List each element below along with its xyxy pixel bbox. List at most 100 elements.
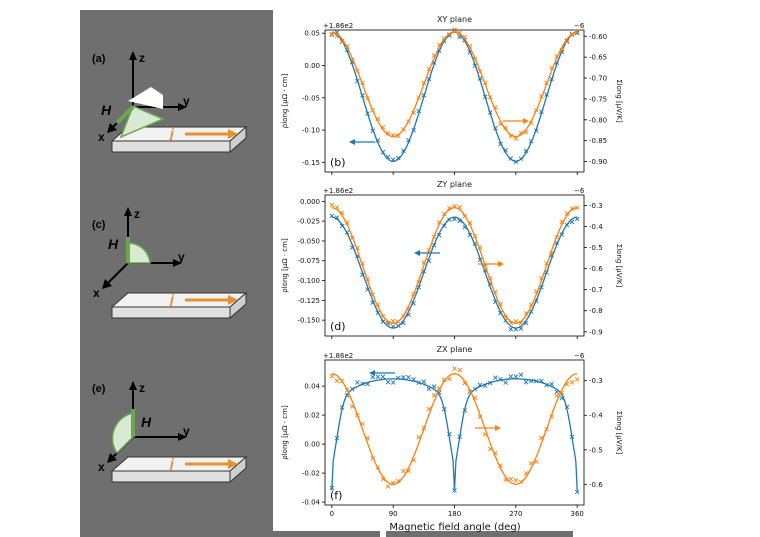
data-point-orange — [436, 220, 442, 225]
data-point-orange — [498, 463, 503, 469]
data-point-orange — [411, 110, 416, 115]
data-point-blue — [569, 219, 575, 225]
fit-line-orange — [331, 373, 578, 485]
data-point-orange — [441, 36, 447, 41]
schematic-label: (a) — [92, 53, 106, 65]
data-point-blue — [406, 374, 411, 380]
data-point-blue — [411, 377, 416, 382]
data-point-orange — [482, 263, 488, 269]
y-tick-label-left: 0.00 — [304, 62, 320, 70]
x-tick-label: 0 — [330, 510, 334, 518]
data-point-orange — [498, 121, 503, 127]
data-point-blue — [528, 378, 534, 384]
data-point-orange — [503, 125, 508, 131]
data-point-orange — [360, 421, 365, 427]
data-point-orange — [349, 404, 355, 409]
data-point-orange — [334, 205, 340, 210]
z-axis-label: z — [134, 207, 140, 221]
data-point-orange — [406, 119, 411, 124]
data-point-blue — [503, 318, 508, 323]
data-point-orange — [334, 378, 340, 384]
data-point-orange — [355, 68, 360, 74]
data-point-blue — [360, 381, 365, 386]
data-point-blue — [472, 241, 478, 246]
z-axis-label: z — [139, 381, 145, 395]
data-point-orange — [370, 107, 376, 113]
data-point-blue — [431, 384, 437, 389]
y-tick-label-right: -0.4 — [589, 223, 603, 231]
data-point-orange — [339, 210, 345, 216]
data-point-orange — [523, 310, 529, 316]
data-point-orange — [365, 436, 370, 441]
data-point-orange — [574, 205, 580, 211]
y-axis-head — [178, 103, 187, 111]
y-tick-label-right: -0.3 — [589, 377, 603, 385]
data-point-orange — [533, 289, 539, 294]
data-point-blue — [370, 128, 376, 134]
data-point-orange — [385, 320, 391, 325]
data-point-orange — [447, 31, 452, 37]
data-point-orange — [574, 29, 580, 34]
data-point-blue — [355, 380, 360, 385]
data-point-blue — [452, 488, 457, 493]
data-point-orange — [452, 27, 457, 33]
data-point-blue — [334, 435, 340, 441]
data-point-blue — [482, 383, 488, 389]
y-tick-label-right: -0.6 — [589, 265, 603, 273]
data-point-orange — [482, 80, 488, 85]
z-axis-head — [129, 51, 137, 60]
panel-label: (d) — [330, 320, 346, 333]
right-offset: −6 — [574, 22, 585, 30]
data-point-orange — [401, 127, 406, 132]
data-point-blue — [329, 32, 335, 38]
x-tick-label: 270 — [509, 510, 522, 518]
data-point-blue — [395, 323, 401, 329]
data-point-orange — [385, 484, 391, 489]
data-point-blue — [539, 378, 544, 384]
data-point-orange — [431, 53, 437, 58]
data-point-orange — [380, 314, 386, 319]
data-point-orange — [431, 392, 437, 398]
data-point-orange — [533, 107, 539, 113]
data-point-orange — [477, 69, 483, 74]
data-point-blue — [390, 324, 396, 329]
data-point-blue — [421, 379, 427, 385]
data-point-orange — [390, 132, 396, 138]
data-point-orange — [329, 31, 335, 37]
y-tick-label-right: -0.8 — [589, 307, 603, 315]
data-point-orange — [518, 320, 524, 326]
data-point-orange — [518, 130, 524, 136]
data-point-blue — [416, 108, 422, 114]
rotation-plane — [119, 105, 165, 139]
data-point-orange — [554, 234, 560, 240]
data-point-orange — [564, 211, 570, 216]
data-point-orange — [467, 389, 473, 394]
y-axis-label: y — [183, 424, 190, 438]
data-point-orange — [431, 234, 437, 240]
schematic-1: (a) j z y xH — [92, 51, 248, 154]
data-point-blue — [344, 230, 350, 235]
data-point-blue — [421, 92, 427, 98]
data-point-orange — [334, 33, 340, 39]
data-point-blue — [472, 386, 478, 392]
y-tick-label-left: -0.100 — [297, 277, 320, 285]
rotation-plane — [127, 242, 151, 264]
data-point-orange — [472, 395, 478, 401]
data-point-blue — [574, 489, 580, 495]
data-point-blue — [564, 404, 570, 410]
data-point-blue — [349, 386, 355, 392]
z-axis-head — [124, 207, 132, 216]
data-point-orange — [559, 219, 565, 225]
chart-title: XY plane — [437, 15, 472, 24]
x-axis-label: x — [98, 130, 105, 144]
data-point-orange — [385, 130, 391, 136]
data-point-blue — [559, 395, 565, 401]
data-point-blue — [508, 374, 514, 379]
data-point-orange — [421, 80, 427, 86]
y-tick-label-right: -0.9 — [589, 328, 603, 336]
data-point-orange — [349, 235, 355, 241]
data-point-blue — [380, 149, 386, 155]
data-point-orange — [375, 116, 381, 122]
data-point-orange — [375, 465, 381, 471]
data-point-blue — [493, 125, 498, 131]
